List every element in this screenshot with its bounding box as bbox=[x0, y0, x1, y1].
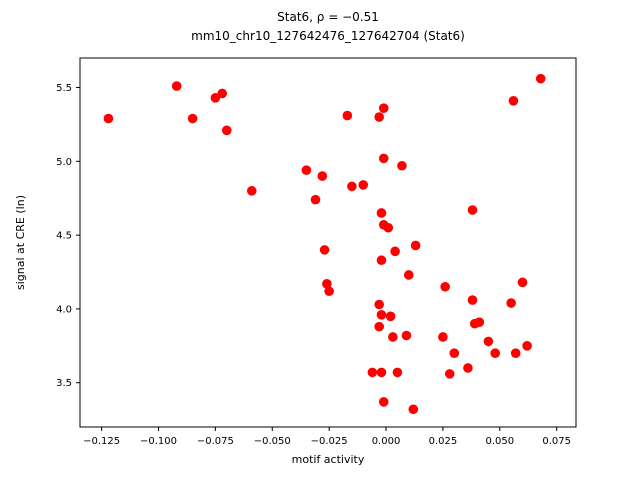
data-point bbox=[376, 208, 387, 218]
x-tick-label: −0.125 bbox=[83, 436, 120, 447]
data-point bbox=[474, 317, 485, 328]
chart-title-block: Stat6, ρ = −0.51 mm10_chr10_127642476_12… bbox=[80, 8, 576, 45]
data-point bbox=[221, 125, 232, 136]
y-tick-label: 5.5 bbox=[56, 83, 72, 94]
chart-subtitle: mm10_chr10_127642476_127642704 (Stat6) bbox=[191, 28, 465, 43]
data-point bbox=[171, 81, 182, 91]
data-point bbox=[374, 112, 384, 122]
data-point bbox=[342, 110, 353, 121]
data-point bbox=[324, 286, 334, 297]
data-point bbox=[510, 348, 521, 359]
x-tick-label: −0.050 bbox=[254, 436, 291, 447]
data-point bbox=[522, 341, 532, 351]
data-point bbox=[490, 348, 501, 359]
data-point bbox=[449, 348, 460, 359]
y-tick-label: 4.5 bbox=[56, 231, 72, 242]
data-point bbox=[467, 205, 478, 215]
x-axis-label: motif activity bbox=[292, 453, 365, 466]
data-point bbox=[358, 180, 369, 190]
data-point bbox=[378, 153, 389, 164]
x-tick-label: 0.075 bbox=[542, 436, 571, 447]
data-point bbox=[378, 103, 389, 113]
data-point bbox=[535, 73, 546, 84]
data-point bbox=[383, 222, 394, 233]
data-point bbox=[408, 404, 419, 415]
y-tick-label: 4.0 bbox=[56, 304, 72, 315]
data-point bbox=[508, 96, 519, 106]
data-point bbox=[310, 194, 321, 205]
y-tick-label: 3.5 bbox=[56, 378, 72, 389]
data-point bbox=[483, 336, 494, 347]
x-tick-label: −0.075 bbox=[197, 436, 234, 447]
data-point bbox=[317, 171, 328, 181]
data-point bbox=[438, 332, 448, 342]
chart-title: Stat6, ρ = −0.51 bbox=[277, 10, 379, 24]
data-point bbox=[378, 397, 389, 407]
data-point bbox=[444, 369, 455, 379]
data-point bbox=[374, 321, 384, 332]
data-point bbox=[403, 270, 414, 280]
data-point bbox=[376, 255, 387, 266]
data-point bbox=[463, 363, 473, 373]
data-point bbox=[517, 277, 528, 288]
data-point bbox=[506, 298, 516, 308]
data-point bbox=[319, 245, 330, 255]
x-tick-label: 0.025 bbox=[429, 436, 458, 447]
data-point bbox=[322, 279, 332, 289]
x-tick-label: 0.000 bbox=[372, 436, 401, 447]
plot-area bbox=[79, 57, 577, 428]
data-point bbox=[376, 310, 387, 320]
data-point bbox=[301, 165, 312, 175]
data-point bbox=[390, 246, 400, 257]
data-point bbox=[410, 240, 421, 251]
data-point bbox=[392, 367, 403, 378]
data-point bbox=[397, 160, 407, 171]
x-tick-label: −0.100 bbox=[140, 436, 177, 447]
y-tick-label: 5.0 bbox=[56, 157, 72, 168]
data-point bbox=[367, 367, 378, 378]
data-point bbox=[467, 295, 478, 305]
data-point bbox=[440, 281, 450, 292]
data-point bbox=[374, 299, 384, 310]
data-point bbox=[246, 186, 257, 196]
data-point bbox=[401, 330, 412, 341]
data-point bbox=[210, 93, 221, 103]
data-point bbox=[388, 332, 398, 342]
x-tick-label: −0.025 bbox=[311, 436, 348, 447]
x-tick-label: 0.050 bbox=[485, 436, 514, 447]
y-axis-label: signal at CRE (ln) bbox=[14, 195, 27, 290]
data-point bbox=[376, 367, 387, 378]
data-point bbox=[385, 311, 396, 322]
data-point bbox=[217, 88, 228, 99]
data-point bbox=[103, 113, 114, 124]
data-point bbox=[187, 113, 198, 124]
data-point bbox=[347, 181, 357, 192]
